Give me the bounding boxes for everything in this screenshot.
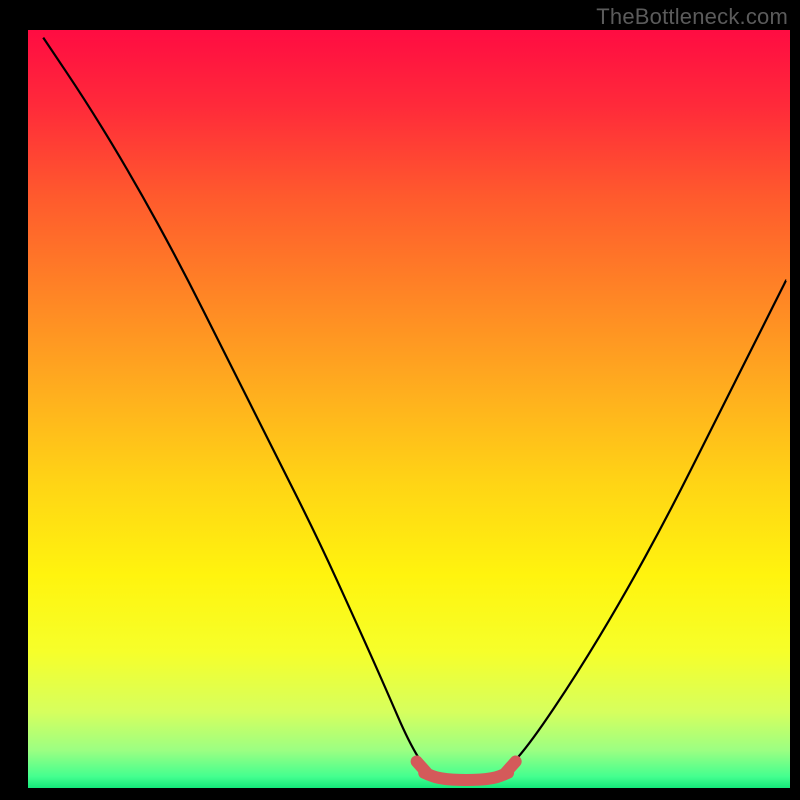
background-gradient	[0, 0, 800, 800]
chart-stage: TheBottleneck.com	[0, 0, 800, 800]
